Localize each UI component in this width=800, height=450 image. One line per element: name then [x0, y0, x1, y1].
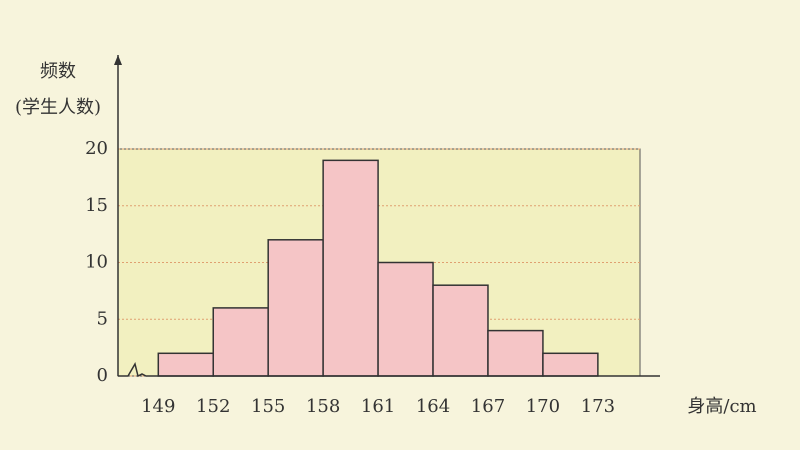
- bar: [157, 352, 214, 377]
- bar: [487, 329, 544, 377]
- x-tick-label: 155: [251, 396, 285, 417]
- y-tick-label: 15: [85, 195, 108, 216]
- x-tick-label: 152: [196, 396, 230, 417]
- y-axis-label-note: (学生人数): [15, 97, 101, 118]
- x-axis-label: 身高/cm: [687, 396, 756, 417]
- y-tick-label: 5: [97, 308, 108, 329]
- y-tick-label: 10: [85, 252, 108, 273]
- bars: [157, 159, 599, 377]
- x-tick-label: 170: [526, 396, 560, 417]
- x-tick-label: 164: [416, 396, 450, 417]
- bar: [542, 352, 599, 377]
- x-tick-label: 161: [361, 396, 395, 417]
- y-tick-label: 0: [97, 365, 108, 386]
- bar: [212, 307, 269, 377]
- x-tick-label: 173: [581, 396, 615, 417]
- bar: [432, 284, 489, 377]
- y-axis-label: 频数: [40, 61, 76, 82]
- x-tick-label: 149: [141, 396, 175, 417]
- ticks: 0 5 10 15 20 149 152 155 158 161 164 167 170 173: [85, 138, 615, 417]
- x-tick-label: 158: [306, 396, 340, 417]
- bar: [377, 261, 434, 377]
- x-tick-label: 167: [471, 396, 505, 417]
- bar: [267, 239, 324, 377]
- bar: [322, 159, 379, 377]
- x-axis: [118, 362, 660, 378]
- y-tick-label: 20: [85, 138, 108, 159]
- y-axis-arrow: [114, 55, 122, 65]
